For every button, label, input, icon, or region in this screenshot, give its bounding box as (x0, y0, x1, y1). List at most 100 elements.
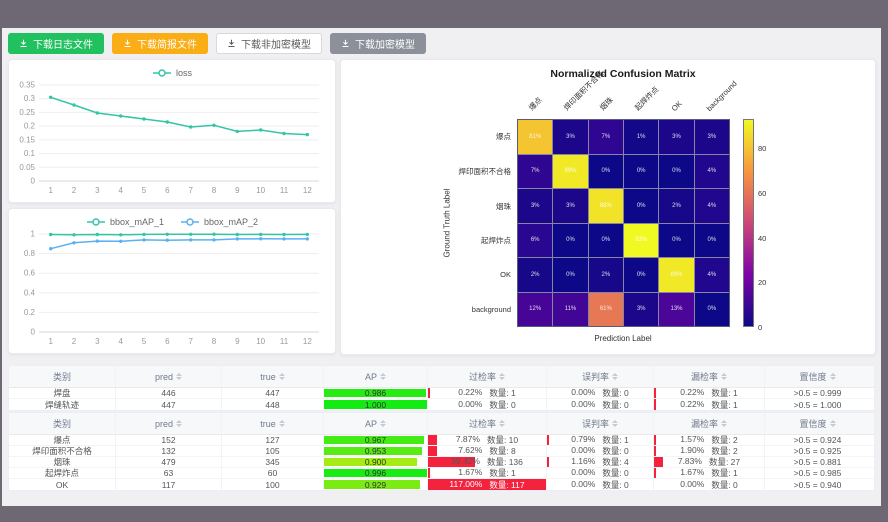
rate-bar (654, 399, 656, 410)
overdetect-cell: 7.87% 数量: 10 (428, 435, 547, 445)
legend-label: bbox_mAP_1 (109, 216, 164, 227)
svg-text:11: 11 (280, 337, 289, 346)
header-cell-true[interactable]: true (222, 413, 324, 434)
metrics-table-1: 类别 pred true AP 过检率 误判率 漏检率 置信度 焊盘 446 447 0.986 0.2… (8, 365, 875, 411)
header-cell-true[interactable]: true (222, 366, 324, 387)
rate-bar (428, 479, 546, 490)
matrix-row-label: background (471, 304, 511, 314)
header-cell-过检率[interactable]: 过检率 (428, 366, 547, 387)
matrix-cell: 7% (588, 120, 623, 154)
confidence-cell: >0.5 = 0.985 (793, 468, 842, 478)
legend-item-loss[interactable]: loss (152, 68, 192, 78)
ap-cell: 0.967 (324, 435, 428, 445)
table-row: 爆点 152 127 0.967 7.87% 数量: 10 0.79% 数量: 1 1.57% 数… (9, 435, 874, 446)
table-row: 焊印面积不合格 132 105 0.953 7.62% 数量: 8 0.00% 数量: 0 1.… (9, 446, 874, 457)
confidence-cell: >0.5 = 0.999 (793, 388, 842, 398)
header-cell-pred[interactable]: pred (116, 413, 222, 434)
matrix-cell: 88% (588, 189, 623, 223)
loss-chart-card: loss 0 0.05 0.1 0.15 0.2 0.25 0.3 0.35 1 2 3 4 5 6 7 8 9… (8, 59, 336, 203)
svg-text:11: 11 (280, 186, 289, 195)
overdetect-cell: 117.00% 数量: 117 (428, 479, 547, 490)
header-cell-过检率[interactable]: 过检率 (428, 413, 547, 434)
svg-text:3: 3 (95, 186, 100, 195)
map-chart-card: bbox_mAP_1 bbox_mAP_2 0 0.2 0.4 0.6 0.8 1 1 2 3 4 5… (8, 208, 336, 354)
pred-cell: 132 (116, 446, 222, 456)
true-cell: 447 (222, 388, 324, 398)
sort-icon (612, 373, 618, 380)
download-report-file-button[interactable]: 下载简报文件 (112, 33, 208, 54)
colorbar-tick: 40 (758, 233, 767, 243)
header-cell-置信度[interactable]: 置信度 (765, 366, 870, 387)
download-unencrypted-model-button[interactable]: 下载非加密模型 (216, 33, 322, 54)
missdetect-cell: 1.57% 数量: 2 (654, 435, 765, 445)
download-encrypted-model-button[interactable]: 下载加密模型 (330, 33, 426, 54)
matrix-cell: 3% (694, 120, 729, 154)
matrix-cell: 0% (659, 154, 694, 188)
matrix-row-label: 烟珠 (496, 201, 511, 211)
download-log-file-button[interactable]: 下载日志文件 (8, 33, 104, 54)
matrix-col-label: 烟珠 (597, 95, 615, 113)
svg-text:6: 6 (165, 337, 170, 346)
header-cell-误判率[interactable]: 误判率 (547, 413, 654, 434)
svg-text:1: 1 (31, 230, 36, 239)
matrix-row-label: OK (500, 270, 511, 279)
header-cell-AP[interactable]: AP (324, 413, 428, 434)
svg-text:8: 8 (212, 337, 217, 346)
category-cell: 起焊炸点 (9, 468, 116, 478)
matrix-cell: 2% (659, 189, 694, 223)
header-cell-AP[interactable]: AP (324, 366, 428, 387)
colorbar-tick: 80 (758, 144, 767, 154)
pred-cell: 447 (116, 399, 222, 410)
rate-bar (428, 468, 430, 478)
misjudge-cell: 0.00% 数量: 0 (547, 468, 654, 478)
matrix-cell: 89% (553, 154, 588, 188)
matrix-col-label: 起焊炸点 (633, 84, 661, 113)
button-label: 下载加密模型 (355, 40, 415, 51)
misjudge-cell: 0.00% 数量: 0 (547, 446, 654, 456)
misjudge-cell: 1.16% 数量: 4 (547, 457, 654, 467)
sort-icon (380, 373, 386, 380)
svg-text:0.15: 0.15 (19, 135, 35, 144)
svg-text:7: 7 (188, 186, 193, 195)
misjudge-cell: 0.00% 数量: 0 (547, 388, 654, 398)
header-cell-pred[interactable]: pred (116, 366, 222, 387)
matrix-cell: 1% (623, 120, 659, 154)
rate-bar (654, 435, 656, 445)
overdetect-cell: 39.42% 数量: 136 (428, 457, 547, 467)
category-cell: 爆点 (9, 435, 116, 445)
confusion-matrix-title: Normalized Confusion Matrix (550, 68, 696, 80)
matrix-cell: 3% (553, 189, 588, 223)
table-row: 烟珠 479 345 0.900 39.42% 数量: 136 1.16% 数量: 4 7.83… (9, 457, 874, 468)
svg-text:12: 12 (303, 337, 312, 346)
svg-text:0.05: 0.05 (19, 163, 35, 172)
legend-item-bbox_mAP_2[interactable]: bbox_mAP_2 (180, 217, 258, 227)
table-row: 焊缝轨迹 447 448 1.000 0.00% 数量: 0 0.00% 数量: 0 0.22%… (9, 399, 874, 410)
matrix-cell: 4% (694, 258, 729, 292)
matrix-col-label: background (704, 78, 739, 113)
ap-bar (324, 447, 423, 455)
header-cell-置信度[interactable]: 置信度 (765, 413, 870, 434)
svg-text:6: 6 (165, 186, 170, 195)
confusion-matrix-grid: 81% 3% 7% 1% 3% 3% 7% 89% 0% 0% 0% 4% 3% 3% 88% 0% 2% 4% 6… (517, 119, 730, 327)
svg-text:1: 1 (48, 337, 53, 346)
missdetect-cell: 0.00% 数量: 0 (654, 479, 765, 490)
missdetect-cell: 1.90% 数量: 2 (654, 446, 765, 456)
toolbar: 下载日志文件 下载简报文件 下载非加密模型 下载加密模型 (8, 33, 426, 54)
download-icon (342, 39, 349, 47)
download-icon (20, 39, 27, 47)
legend-item-bbox_mAP_1[interactable]: bbox_mAP_1 (86, 217, 164, 227)
sort-icon (380, 420, 386, 427)
category-cell: 焊盘 (9, 388, 116, 398)
rate-bar (428, 446, 437, 456)
download-icon (228, 39, 235, 47)
matrix-cell: 4% (694, 154, 729, 188)
svg-text:2: 2 (72, 186, 77, 195)
svg-text:0.35: 0.35 (19, 81, 35, 90)
ap-cell: 1.000 (324, 399, 428, 410)
overdetect-cell: 0.22% 数量: 1 (428, 388, 547, 398)
header-cell-误判率[interactable]: 误判率 (547, 366, 654, 387)
svg-text:0.2: 0.2 (24, 122, 36, 131)
header-cell-漏检率[interactable]: 漏检率 (654, 366, 765, 387)
header-cell-漏检率[interactable]: 漏检率 (654, 413, 765, 434)
ap-bar (324, 469, 427, 477)
